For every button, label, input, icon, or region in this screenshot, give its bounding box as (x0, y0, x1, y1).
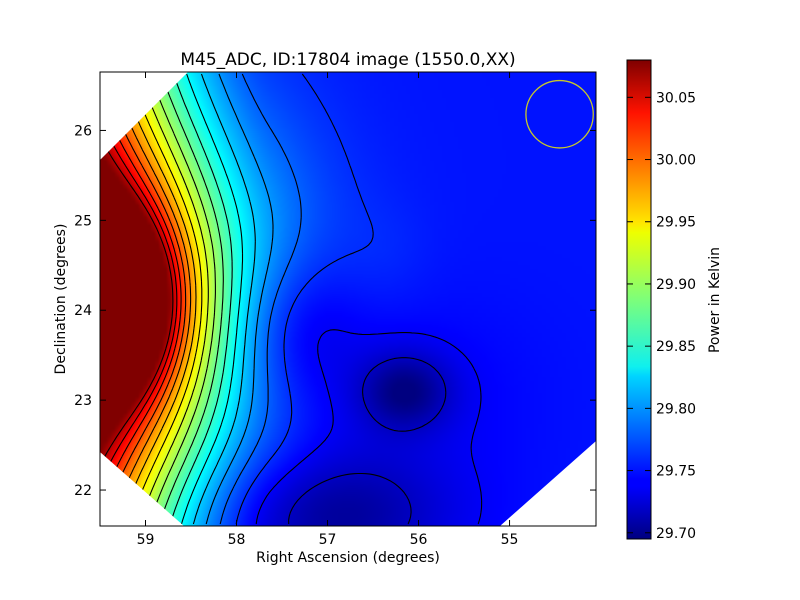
contour-line (255, 329, 483, 525)
contour-line (288, 357, 447, 525)
colorbar-label: Power in Kelvin (707, 247, 723, 353)
contour-line (180, 73, 244, 525)
y-tick-label: 26 (74, 123, 92, 139)
contour-line (235, 73, 374, 525)
y-tick-label: 25 (74, 213, 92, 229)
colorbar-tick-label: 29.85 (656, 339, 696, 355)
x-axis-ticks: 59 58 57 56 55 (137, 72, 519, 548)
beam-marker-layer (525, 79, 594, 149)
colorbar-tick-label: 29.70 (656, 526, 696, 542)
colorbar-tick-label: 30.00 (656, 153, 696, 169)
chart-title: M45_ADC, ID:17804 image (1550.0,XX) (180, 50, 515, 70)
colorbar-tick-label: 30.05 (656, 90, 696, 106)
contour-line (205, 73, 274, 525)
colorbar-tick-label: 29.95 (656, 215, 696, 231)
y-axis-ticks: 22 23 24 25 26 (74, 123, 596, 499)
plot-area: 59 58 57 56 55 22 23 24 25 26 (74, 71, 597, 548)
y-axis-label: Declination (degrees) (53, 224, 69, 375)
x-axis-label: Right Ascension (degrees) (256, 550, 440, 566)
plot-frame (99, 71, 597, 527)
colorbar-tick-label: 29.80 (656, 401, 696, 417)
power-heatmap (100, 72, 596, 526)
x-tick-label: 56 (410, 532, 428, 548)
x-tick-label: 55 (501, 532, 519, 548)
y-tick-label: 24 (74, 303, 92, 319)
contour-line (192, 73, 256, 525)
y-tick-label: 23 (74, 393, 92, 409)
colorbar-tick-label: 29.75 (656, 464, 696, 480)
colorbar: 29.70 29.75 29.80 29.85 29.90 29.95 30.00 30.05… (626, 59, 723, 542)
contour-lines (101, 73, 483, 525)
contour-line (219, 73, 302, 525)
colorbar-gradient (626, 59, 652, 540)
colorbar-ticks: 29.70 29.75 29.80 29.85 29.90 29.95 30.00 30.05 (627, 90, 696, 542)
x-tick-label: 58 (228, 532, 246, 548)
y-tick-label: 22 (74, 483, 92, 499)
colorbar-tick-label: 29.90 (656, 277, 696, 293)
x-tick-label: 57 (319, 532, 337, 548)
x-tick-label: 59 (137, 532, 155, 548)
beam-circle (525, 79, 594, 149)
